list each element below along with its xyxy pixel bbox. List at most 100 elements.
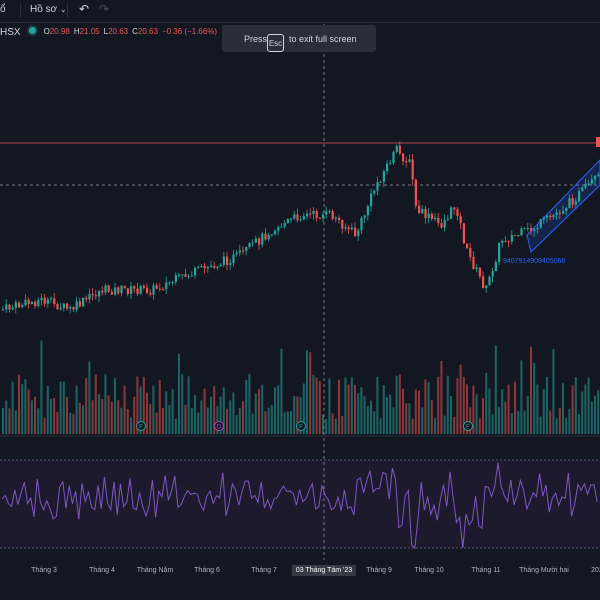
candle xyxy=(85,297,88,300)
candle xyxy=(46,299,49,304)
candle xyxy=(430,213,433,220)
volume-bar xyxy=(59,381,62,434)
candle xyxy=(242,250,245,252)
volume-bar xyxy=(66,397,68,434)
high-value: 21.05 xyxy=(79,27,100,36)
event-marker-icon[interactable] xyxy=(136,421,146,431)
candle xyxy=(536,227,539,230)
volume-bar xyxy=(370,400,372,434)
toast-text: to exit full screen xyxy=(289,34,357,44)
candle xyxy=(574,201,577,205)
candle xyxy=(459,216,462,224)
candle xyxy=(24,299,27,306)
event-marker-icon[interactable] xyxy=(296,421,306,431)
volume-bar xyxy=(120,407,123,434)
candle xyxy=(408,159,411,162)
volume-bar xyxy=(197,412,200,434)
rsi-band xyxy=(0,460,600,548)
candle xyxy=(450,207,453,219)
candle xyxy=(146,287,149,293)
time-label: Tháng Năm xyxy=(136,567,174,574)
redo-icon[interactable]: ↷ xyxy=(99,2,110,16)
volume-bar xyxy=(2,408,4,434)
candle xyxy=(347,227,350,230)
volume-bar xyxy=(360,387,363,434)
time-axis[interactable]: Tháng 3 Tháng 4 Tháng Năm Tháng 6 Tháng … xyxy=(0,560,600,600)
candle xyxy=(427,213,430,219)
volume-bar xyxy=(565,418,568,434)
candle xyxy=(219,264,222,267)
candle xyxy=(56,303,59,310)
candle xyxy=(69,307,72,309)
volume-bar xyxy=(462,376,465,434)
candle xyxy=(190,275,193,277)
undo-icon[interactable]: ↶ xyxy=(79,2,90,16)
volume-bar xyxy=(293,396,296,434)
volume-bar xyxy=(194,395,196,434)
candle xyxy=(88,293,91,300)
volume-bar xyxy=(440,361,443,434)
volume-bar xyxy=(136,376,139,434)
volume-bar xyxy=(430,399,433,434)
candle xyxy=(248,243,251,248)
volume-bar xyxy=(373,411,376,434)
volume-bar xyxy=(491,414,494,434)
volume-bar xyxy=(142,376,145,434)
candle xyxy=(21,305,24,308)
volume-bar xyxy=(5,400,8,434)
candle xyxy=(216,266,219,268)
channel-label: 9407914909405066 xyxy=(503,258,565,265)
volume-bar xyxy=(264,411,267,434)
event-marker-icon[interactable] xyxy=(463,421,473,431)
candle xyxy=(40,297,43,301)
profile-label: Hồ sơ xyxy=(30,4,58,15)
candle xyxy=(520,228,523,236)
volume-bar xyxy=(318,380,321,434)
volume-bar xyxy=(536,384,539,434)
candle xyxy=(267,234,270,240)
event-marker-icon[interactable] xyxy=(214,421,224,431)
volume-bar xyxy=(114,378,116,434)
candle xyxy=(341,219,344,229)
volume-bar xyxy=(242,401,244,434)
candle xyxy=(200,265,203,268)
candle xyxy=(30,301,33,305)
candle xyxy=(222,256,225,265)
symbol-name[interactable]: HSX xyxy=(0,27,21,38)
candle xyxy=(226,256,229,265)
cut-toolbar-item[interactable]: ổ xyxy=(0,4,6,15)
candle xyxy=(110,291,113,295)
volume-bar xyxy=(456,378,459,434)
candle xyxy=(510,235,513,242)
volume-bar xyxy=(421,407,424,434)
candle xyxy=(350,227,353,230)
candle xyxy=(277,227,280,231)
volume-bar xyxy=(517,410,520,434)
candle xyxy=(213,265,216,268)
candle xyxy=(75,301,78,310)
candle xyxy=(94,295,97,297)
profile-menu[interactable]: Hồ sơ ⌄ xyxy=(30,4,67,15)
candle xyxy=(293,214,296,219)
volume-bar xyxy=(232,392,235,434)
volume-bar xyxy=(296,396,299,434)
candle xyxy=(270,234,273,236)
candle xyxy=(469,248,472,257)
candle xyxy=(254,238,257,243)
volume-bar xyxy=(299,397,302,434)
candle xyxy=(504,240,507,242)
volume-bar xyxy=(101,399,104,434)
volume-bar xyxy=(258,389,260,434)
volume-bar xyxy=(558,407,561,434)
volume-bar xyxy=(331,413,334,434)
parallel-channel[interactable] xyxy=(526,159,600,253)
event-marker-label: F xyxy=(299,425,303,431)
volume-bar xyxy=(149,403,152,434)
volume-bar xyxy=(24,379,27,434)
candle xyxy=(34,301,37,307)
candle xyxy=(168,282,171,284)
volume-bar xyxy=(453,416,456,434)
candle xyxy=(578,191,581,202)
candle xyxy=(389,162,392,164)
